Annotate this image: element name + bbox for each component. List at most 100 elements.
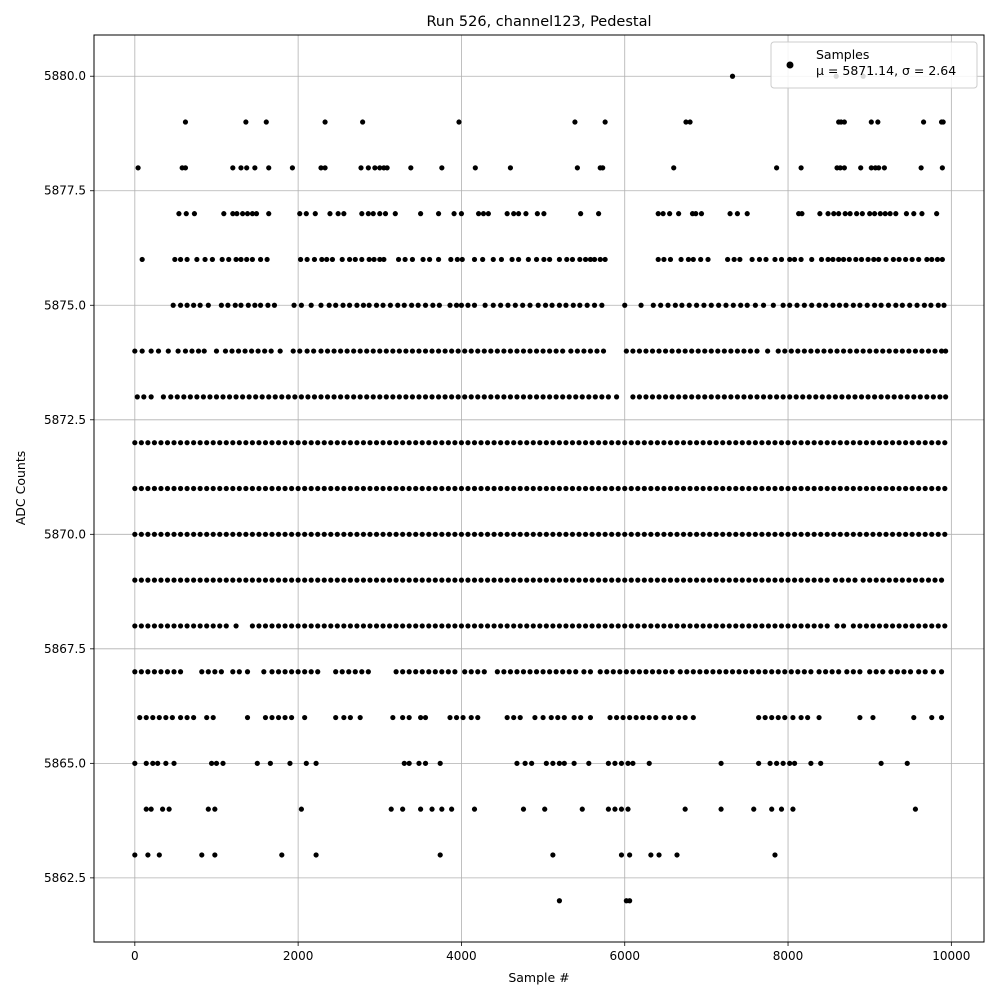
data-point [132,623,138,629]
data-point [720,485,726,492]
data-point [406,669,412,675]
data-point [223,440,229,446]
data-point [197,531,203,537]
data-point [894,669,901,675]
data-point [867,577,873,583]
data-point [876,531,883,537]
data-point [183,211,189,217]
data-point [370,394,376,400]
data-point [702,348,708,354]
x-tick-label: 10000 [932,949,970,963]
data-point [563,440,569,446]
data-point [269,485,275,492]
data-point [713,531,719,537]
data-point [607,714,613,721]
data-point [883,531,889,537]
data-point [354,623,360,629]
data-point [400,806,406,812]
data-point [253,211,260,217]
data-point [177,485,184,492]
data-point [578,211,584,217]
data-point [929,623,935,629]
data-point [690,714,696,721]
data-point [244,211,251,217]
data-point [630,394,636,400]
data-point [164,669,171,675]
data-point [406,577,412,583]
data-point [661,714,667,721]
data-point [236,669,242,675]
data-point [669,394,675,400]
data-point [561,714,567,721]
data-point [151,623,158,629]
data-point [295,623,301,629]
data-point [707,485,713,492]
data-point [569,485,576,492]
data-point [715,348,721,354]
data-point [817,211,823,217]
data-point [589,485,595,492]
data-point [752,623,758,629]
data-point [184,256,190,263]
data-point [346,302,353,308]
data-point [720,623,726,629]
data-point [415,302,421,308]
data-point [436,302,442,308]
data-point [181,394,187,400]
data-point [395,302,401,308]
data-point [774,394,780,400]
data-point [785,440,791,446]
data-point [622,440,628,446]
data-point [547,348,553,354]
data-point [264,256,270,263]
data-point [799,211,805,217]
data-point [542,302,549,308]
data-point [739,440,745,446]
data-point [527,394,533,400]
data-point [514,394,520,400]
data-point [693,440,700,446]
data-point [648,531,654,537]
data-point [716,669,723,675]
data-point [922,669,928,675]
data-point [591,302,598,308]
data-point [674,852,680,858]
data-point [787,394,793,400]
data-point [184,714,190,721]
data-point [556,577,563,583]
legend-series-name: Samples [816,47,869,62]
data-point [135,165,141,171]
data-point [677,669,683,675]
data-point [481,348,487,354]
data-point [825,256,831,263]
data-point [537,577,543,583]
data-point [830,302,836,308]
data-point [922,531,928,537]
data-point [426,440,432,446]
data-point [256,485,262,492]
data-point [318,165,324,171]
data-point [204,577,210,583]
data-point [655,256,661,263]
data-point [138,623,144,629]
data-point [429,806,435,812]
data-point [853,256,859,263]
data-point [942,485,948,492]
data-point [610,669,616,675]
data-point [831,211,837,217]
data-point [413,485,419,492]
data-point [801,302,807,308]
data-point [134,394,140,400]
data-point [252,165,258,171]
data-point [432,577,438,583]
data-point [906,577,912,583]
data-point [413,669,419,675]
data-point [556,531,563,537]
data-point [341,623,347,629]
data-point [220,760,226,766]
data-point [304,256,310,263]
data-point [357,348,363,354]
data-point [164,485,171,492]
data-point [540,714,546,721]
